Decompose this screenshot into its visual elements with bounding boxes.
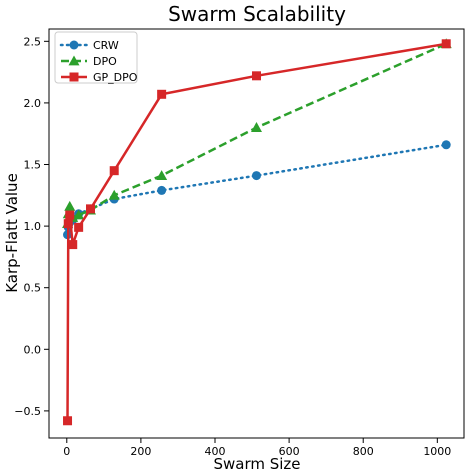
- y-tick-label: 0.5: [24, 282, 42, 295]
- x-tick-label: 0: [63, 445, 70, 458]
- y-tick-label: 2.5: [24, 35, 42, 48]
- y-tick-label: −0.5: [14, 405, 41, 418]
- chart-title: Swarm Scalability: [168, 2, 346, 26]
- data-point-gp-dpo: [157, 89, 167, 99]
- data-point-gp-dpo: [65, 210, 75, 220]
- data-point-crw: [252, 171, 261, 181]
- legend-label: DPO: [93, 55, 117, 68]
- data-point-dpo: [156, 170, 168, 180]
- data-point-crw: [157, 185, 167, 195]
- data-point-gp-dpo: [63, 416, 73, 426]
- data-point-dpo: [251, 122, 262, 132]
- data-point-gp-dpo: [441, 39, 451, 49]
- series-layer: [62, 38, 452, 426]
- data-point-dpo: [73, 209, 85, 220]
- y-tick-label: 1.0: [24, 220, 42, 233]
- plot-area-frame: [48, 28, 465, 439]
- legend-swatch-marker: [69, 40, 79, 50]
- legend-swatch-marker: [69, 72, 79, 82]
- data-point-gp-dpo: [68, 240, 78, 250]
- data-point-gp-dpo: [252, 71, 261, 81]
- x-tick-label: 200: [130, 445, 151, 458]
- chart-legend: CRW DPO GP_DPO: [54, 31, 138, 84]
- series-gp-dpo: [63, 39, 451, 426]
- data-point-crw: [441, 140, 451, 150]
- x-tick-label: 1000: [423, 445, 451, 458]
- series-crw: [63, 140, 451, 240]
- data-point-gp-dpo: [74, 222, 84, 232]
- legend-label: GP_DPO: [93, 71, 138, 84]
- x-tick-label: 400: [205, 445, 226, 458]
- legend-item-crw: CRW: [59, 39, 119, 52]
- legend-label: CRW: [93, 39, 119, 52]
- data-point-dpo: [64, 200, 76, 211]
- x-axis: 0 200 400 600 800 1000: [63, 438, 451, 458]
- legend-swatch-marker: [68, 55, 80, 66]
- y-tick-label: 0.0: [24, 343, 42, 356]
- data-point-gp-dpo: [109, 166, 119, 176]
- x-axis-label: Swarm Size: [213, 455, 300, 473]
- y-axis-label: Karp-Flatt Value: [3, 173, 21, 293]
- y-tick-label: 2.0: [24, 97, 42, 110]
- legend-item-gp-dpo: GP_DPO: [61, 71, 138, 84]
- series-line-gp-dpo: [66, 42, 447, 421]
- legend-item-dpo: DPO: [61, 55, 117, 68]
- data-point-gp-dpo: [86, 204, 95, 214]
- x-tick-label: 800: [353, 445, 374, 458]
- y-tick-label: 1.5: [24, 159, 42, 172]
- data-point-gp-dpo: [63, 219, 73, 229]
- x-tick-label: 600: [279, 445, 300, 458]
- y-axis: −0.5 0.0 0.5 1.0 1.5 2.0 2.5: [14, 35, 49, 418]
- data-point-dpo: [108, 189, 120, 200]
